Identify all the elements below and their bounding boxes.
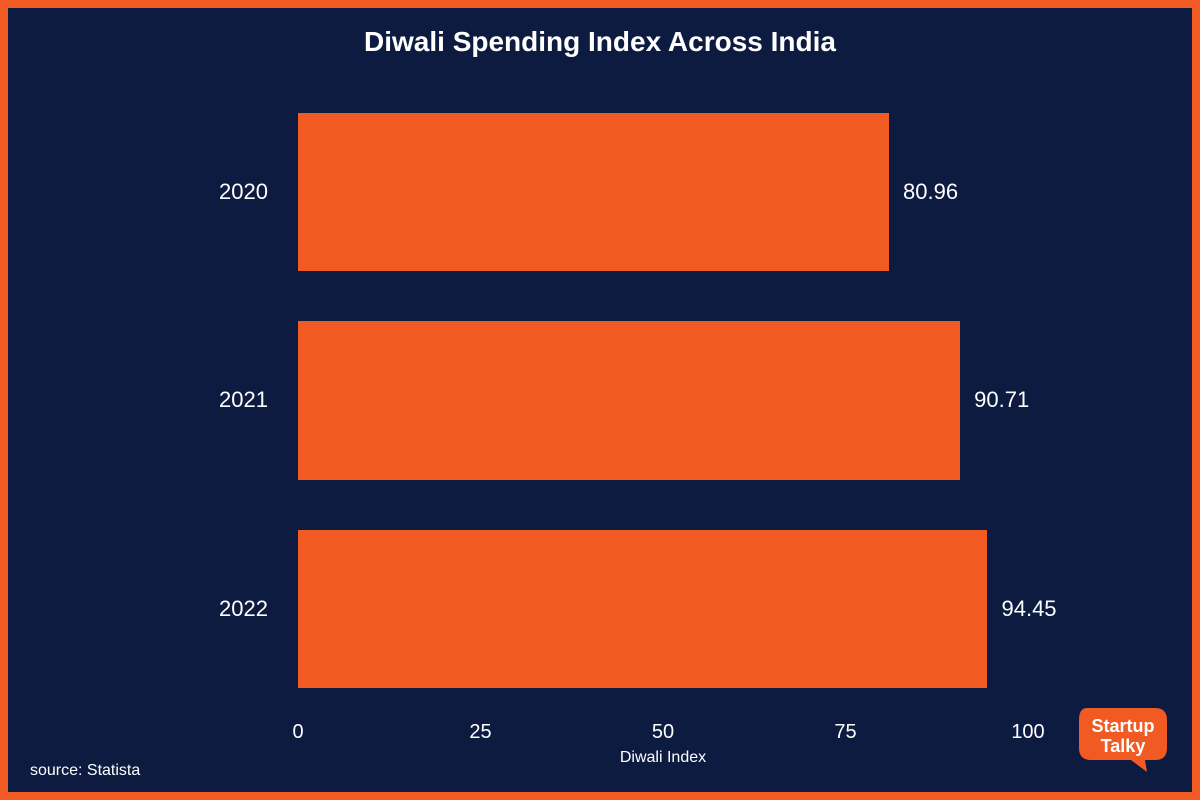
x-axis-label: Diwali Index <box>620 749 706 767</box>
brand-logo: Startup Talky <box>1075 704 1170 774</box>
bar <box>298 321 960 479</box>
logo-text-line1: Startup <box>1092 716 1155 736</box>
bar <box>298 530 987 688</box>
bar-row: 202080.96 <box>298 113 1028 271</box>
x-tick-label: 0 <box>292 721 303 744</box>
plot-area: Diwali Index 0255075100 202080.96202190.… <box>298 88 1028 713</box>
category-label: 2021 <box>219 387 268 413</box>
bar-row: 202294.45 <box>298 530 1028 688</box>
chart-frame: Diwali Spending Index Across India Diwal… <box>0 0 1200 800</box>
logo-text-line2: Talky <box>1101 736 1146 756</box>
bar <box>298 113 889 271</box>
value-label: 90.71 <box>974 387 1029 413</box>
x-tick-label: 75 <box>834 721 856 744</box>
category-label: 2020 <box>219 179 268 205</box>
source-text: source: Statista <box>30 762 140 780</box>
value-label: 94.45 <box>1001 596 1056 622</box>
bar-row: 202190.71 <box>298 321 1028 479</box>
x-axis: Diwali Index 0255075100 <box>298 713 1028 753</box>
x-tick-label: 25 <box>469 721 491 744</box>
chart-title: Diwali Spending Index Across India <box>8 26 1192 58</box>
value-label: 80.96 <box>903 179 958 205</box>
chart-area: Diwali Spending Index Across India Diwal… <box>8 8 1192 792</box>
x-tick-label: 50 <box>652 721 674 744</box>
category-label: 2022 <box>219 596 268 622</box>
x-tick-label: 100 <box>1011 721 1044 744</box>
